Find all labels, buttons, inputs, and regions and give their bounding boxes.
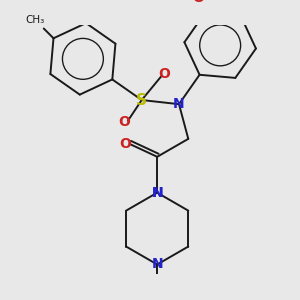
Text: O: O	[158, 67, 170, 81]
Text: CH₃: CH₃	[25, 15, 45, 25]
Text: S: S	[136, 92, 147, 107]
Text: N: N	[152, 257, 163, 272]
Text: N: N	[173, 97, 185, 111]
Text: O: O	[118, 115, 130, 129]
Text: N: N	[152, 186, 163, 200]
Text: O: O	[119, 137, 131, 151]
Text: O: O	[192, 0, 204, 5]
Text: N: N	[152, 186, 163, 200]
